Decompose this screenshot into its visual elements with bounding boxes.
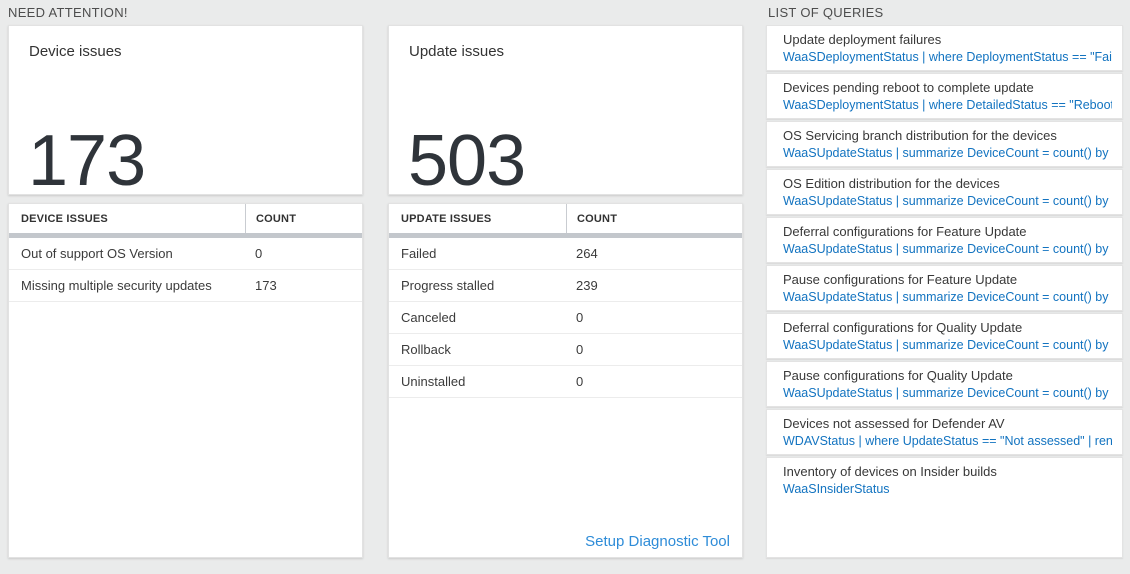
device-table-header: DEVICE ISSUES COUNT: [9, 204, 362, 233]
query-list-item[interactable]: Deferral configurations for Feature Upda…: [766, 217, 1123, 263]
query-title: Pause configurations for Quality Update: [783, 368, 1013, 383]
query-text: WaaSInsiderStatus: [783, 482, 890, 496]
table-row[interactable]: Failed 264: [389, 238, 742, 270]
query-text: WaaSDeploymentStatus | where DeploymentS…: [783, 50, 1112, 64]
query-list-item[interactable]: Pause configurations for Feature Update …: [766, 265, 1123, 311]
row-count: 0: [576, 374, 584, 389]
query-list-item[interactable]: Deferral configurations for Quality Upda…: [766, 313, 1123, 359]
query-list-item[interactable]: Devices not assessed for Defender AV WDA…: [766, 409, 1123, 455]
update-issues-title: Update issues: [409, 43, 505, 60]
query-text: WaaSUpdateStatus | summarize DeviceCount…: [783, 386, 1112, 400]
query-title: Devices not assessed for Defender AV: [783, 416, 1005, 431]
update-table-header-bar: [389, 233, 742, 238]
query-list-item[interactable]: Devices pending reboot to complete updat…: [766, 73, 1123, 119]
row-label: Missing multiple security updates: [21, 278, 212, 293]
row-label: Out of support OS Version: [21, 246, 173, 261]
update-table-header-count: COUNT: [566, 204, 742, 233]
row-count: 173: [255, 278, 277, 293]
row-label: Rollback: [401, 342, 451, 357]
query-list-item[interactable]: OS Servicing branch distribution for the…: [766, 121, 1123, 167]
query-list-item[interactable]: Inventory of devices on Insider builds W…: [766, 457, 1123, 558]
queries-panel: Update deployment failures WaaSDeploymen…: [766, 25, 1123, 558]
setup-diagnostic-tool-link[interactable]: Setup Diagnostic Tool: [585, 533, 730, 550]
update-table-body: Failed 264 Progress stalled 239 Canceled…: [389, 238, 742, 398]
table-row[interactable]: Out of support OS Version 0: [9, 238, 362, 270]
row-count: 239: [576, 278, 598, 293]
query-text: WaaSUpdateStatus | summarize DeviceCount…: [783, 290, 1112, 304]
query-text: WaaSUpdateStatus | summarize DeviceCount…: [783, 194, 1112, 208]
query-text: WaaSUpdateStatus | summarize DeviceCount…: [783, 146, 1112, 160]
device-table-header-count: COUNT: [245, 204, 362, 233]
table-row[interactable]: Canceled 0: [389, 302, 742, 334]
query-list-item[interactable]: OS Edition distribution for the devices …: [766, 169, 1123, 215]
device-issues-count: 173: [28, 121, 146, 201]
section-label-list-of-queries: LIST OF QUERIES: [768, 5, 884, 20]
query-text: WaaSUpdateStatus | summarize DeviceCount…: [783, 338, 1112, 352]
row-count: 264: [576, 246, 598, 261]
query-list-item[interactable]: Update deployment failures WaaSDeploymen…: [766, 25, 1123, 71]
query-title: Devices pending reboot to complete updat…: [783, 80, 1034, 95]
query-title: Inventory of devices on Insider builds: [783, 464, 997, 479]
query-title: Update deployment failures: [783, 32, 942, 47]
update-issues-tile[interactable]: Update issues 503: [388, 25, 743, 201]
query-text: WDAVStatus | where UpdateStatus == "Not …: [783, 434, 1112, 448]
update-issues-count: 503: [408, 121, 526, 201]
query-list-item[interactable]: Pause configurations for Quality Update …: [766, 361, 1123, 407]
table-row[interactable]: Missing multiple security updates 173: [9, 270, 362, 302]
query-text: WaaSUpdateStatus | summarize DeviceCount…: [783, 242, 1112, 256]
device-issues-tile[interactable]: Device issues 173: [8, 25, 363, 201]
query-title: OS Servicing branch distribution for the…: [783, 128, 1057, 143]
row-count: 0: [576, 310, 584, 325]
update-table-header: UPDATE ISSUES COUNT: [389, 204, 742, 233]
row-label: Failed: [401, 246, 437, 261]
query-title: Deferral configurations for Feature Upda…: [783, 224, 1027, 239]
row-label: Uninstalled: [401, 374, 466, 389]
row-label: Progress stalled: [401, 278, 495, 293]
device-issues-table: DEVICE ISSUES COUNT Out of support OS Ve…: [8, 203, 363, 558]
row-count: 0: [255, 246, 263, 261]
query-title: OS Edition distribution for the devices: [783, 176, 1000, 191]
device-table-header-bar: [9, 233, 362, 238]
table-row[interactable]: Progress stalled 239: [389, 270, 742, 302]
device-issues-title: Device issues: [29, 43, 122, 60]
table-row[interactable]: Uninstalled 0: [389, 366, 742, 398]
update-table-header-issues: UPDATE ISSUES: [401, 212, 492, 225]
query-title: Deferral configurations for Quality Upda…: [783, 320, 1023, 335]
row-label: Canceled: [401, 310, 456, 325]
device-table-body: Out of support OS Version 0 Missing mult…: [9, 238, 362, 302]
table-row[interactable]: Rollback 0: [389, 334, 742, 366]
query-title: Pause configurations for Feature Update: [783, 272, 1018, 287]
section-label-need-attention: NEED ATTENTION!: [8, 5, 128, 20]
device-table-header-issues: DEVICE ISSUES: [21, 212, 108, 225]
query-text: WaaSDeploymentStatus | where DetailedSta…: [783, 98, 1112, 112]
row-count: 0: [576, 342, 584, 357]
update-issues-table: UPDATE ISSUES COUNT Failed 264 Progress …: [388, 203, 743, 558]
